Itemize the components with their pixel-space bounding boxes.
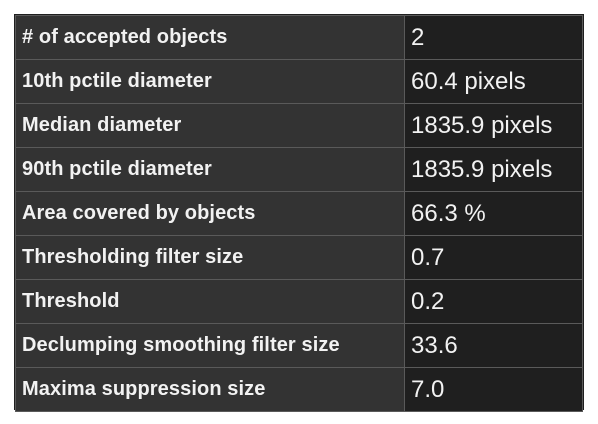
row-value: 7.0 (405, 368, 583, 412)
table-row: Declumping smoothing filter size 33.6 (16, 324, 583, 368)
table-row: Thresholding filter size 0.7 (16, 236, 583, 280)
measurement-stats-table: # of accepted objects 2 10th pctile diam… (15, 15, 583, 412)
row-value: 0.7 (405, 236, 583, 280)
row-value: 1835.9 pixels (405, 148, 583, 192)
row-value: 60.4 pixels (405, 60, 583, 104)
row-label: Declumping smoothing filter size (16, 324, 405, 368)
table-row: 10th pctile diameter 60.4 pixels (16, 60, 583, 104)
row-label: # of accepted objects (16, 16, 405, 60)
table-row: Median diameter 1835.9 pixels (16, 104, 583, 148)
row-label: Median diameter (16, 104, 405, 148)
table-row: Threshold 0.2 (16, 280, 583, 324)
table-row: # of accepted objects 2 (16, 16, 583, 60)
row-label: 90th pctile diameter (16, 148, 405, 192)
row-label: Thresholding filter size (16, 236, 405, 280)
row-value: 66.3 % (405, 192, 583, 236)
table-row: Maxima suppression size 7.0 (16, 368, 583, 412)
table-row: 90th pctile diameter 1835.9 pixels (16, 148, 583, 192)
row-label: Threshold (16, 280, 405, 324)
table-row: Area covered by objects 66.3 % (16, 192, 583, 236)
row-label: Area covered by objects (16, 192, 405, 236)
measurement-stats-panel: # of accepted objects 2 10th pctile diam… (14, 14, 584, 410)
row-value: 2 (405, 16, 583, 60)
row-value: 1835.9 pixels (405, 104, 583, 148)
row-value: 33.6 (405, 324, 583, 368)
row-label: 10th pctile diameter (16, 60, 405, 104)
row-label: Maxima suppression size (16, 368, 405, 412)
row-value: 0.2 (405, 280, 583, 324)
